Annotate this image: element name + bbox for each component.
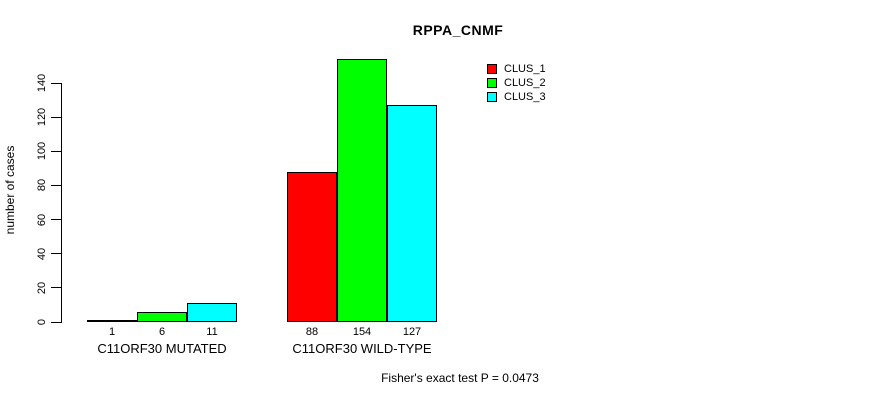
- y-tick-label: 140: [36, 73, 48, 93]
- y-tick-label: 0: [36, 318, 48, 326]
- legend-item-clus_1: CLUS_1: [487, 62, 546, 75]
- bar-value-label: 127: [402, 326, 422, 338]
- chart-title: RPPA_CNMF: [412, 22, 504, 38]
- x-group-label: C11ORF30 WILD-TYPE: [292, 341, 432, 356]
- y-tick-label: 100: [36, 142, 48, 161]
- y-tick-label: 40: [36, 247, 48, 260]
- y-tick-mark: [51, 253, 61, 255]
- legend-swatch-clus_1: [487, 63, 497, 74]
- stat-annotation: Fisher's exact test P = 0.0473: [381, 371, 539, 385]
- bar-value-label: 154: [352, 326, 372, 338]
- legend-label: CLUS_2: [504, 76, 546, 89]
- y-tick-label: 60: [36, 213, 48, 226]
- legend-item-clus_2: CLUS_2: [487, 76, 546, 89]
- bar-value-label: 6: [158, 326, 166, 338]
- x-group-label: C11ORF30 MUTATED: [97, 341, 227, 356]
- y-axis-line: [61, 83, 62, 323]
- bar-value-label: 88: [305, 326, 319, 338]
- bar-clus_2-group1: [137, 311, 187, 322]
- bar-value-label: 1: [108, 326, 116, 338]
- bar-clus_1-group1: [87, 320, 137, 323]
- y-tick-mark: [51, 219, 61, 221]
- y-tick-mark: [51, 287, 61, 289]
- legend: CLUS_1 CLUS_2 CLUS_3: [487, 62, 546, 103]
- y-tick-label: 80: [36, 179, 48, 192]
- bar-clus_2-group2: [337, 59, 387, 322]
- legend-swatch-clus_2: [487, 77, 497, 88]
- bar-clus_1-group2: [287, 171, 337, 322]
- bar-clus_3-group1: [187, 303, 237, 322]
- bar-value-label: 11: [206, 326, 218, 338]
- y-tick-mark: [51, 116, 61, 118]
- y-tick-label: 120: [36, 107, 48, 127]
- y-tick-mark: [51, 321, 61, 323]
- legend-swatch-clus_3: [487, 91, 497, 102]
- legend-item-clus_3: CLUS_3: [487, 90, 546, 103]
- y-tick-label: 20: [36, 281, 48, 294]
- y-tick-mark: [51, 184, 61, 186]
- legend-label: CLUS_1: [504, 62, 546, 75]
- y-tick-mark: [51, 150, 61, 152]
- bar-clus_3-group2: [387, 105, 437, 322]
- legend-label: CLUS_3: [504, 90, 546, 103]
- y-tick-mark: [51, 82, 61, 84]
